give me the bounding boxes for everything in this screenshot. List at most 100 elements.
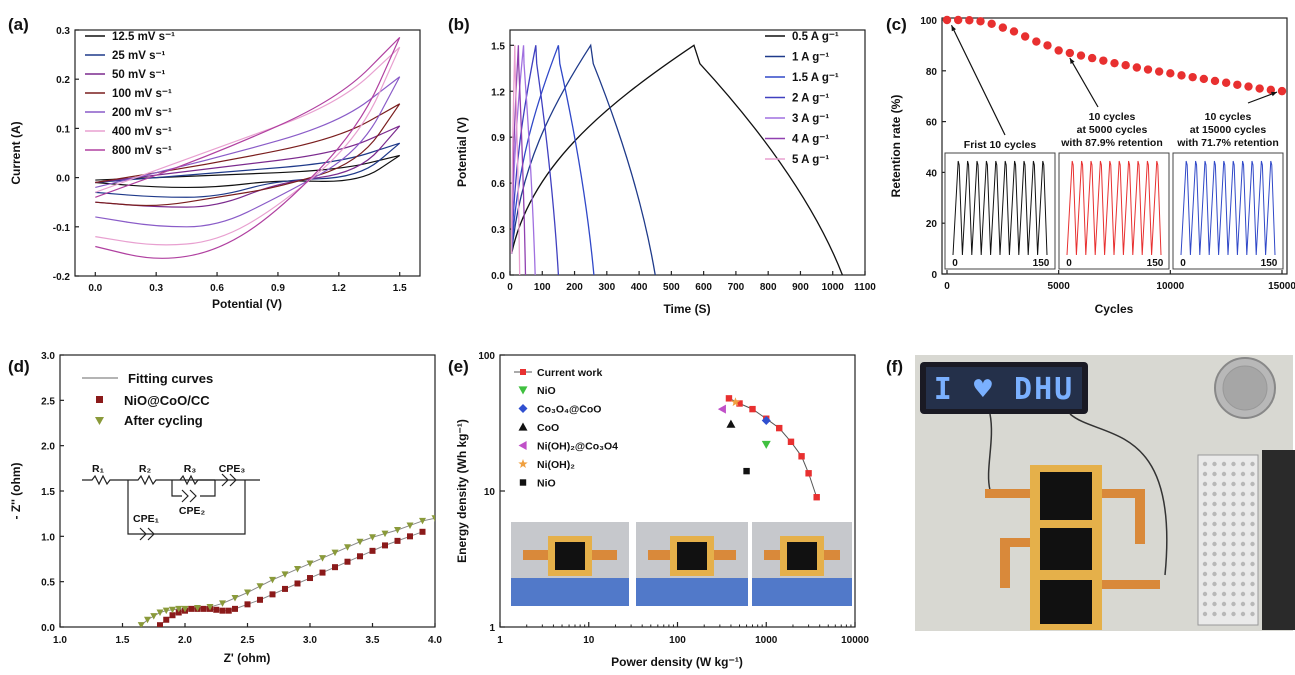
chart-d-xtick-label: 3.5 xyxy=(366,635,380,646)
led-matrix-dot xyxy=(1231,561,1236,567)
chart-d-point-nio xyxy=(294,580,301,587)
chart-a-legend-label: 800 mV s⁻¹ xyxy=(112,145,172,157)
chart-d-xlabel: Z' (ohm) xyxy=(224,651,271,665)
led-matrix-dot xyxy=(1221,601,1227,607)
chart-e-point-current xyxy=(805,470,812,477)
chart-c-inset-tick: 150 xyxy=(1033,258,1050,269)
chart-c-point xyxy=(1266,85,1276,95)
chart-c-annotation-last: at 15000 cycles xyxy=(1190,124,1267,136)
chart-d-point-nio xyxy=(175,609,182,616)
led-matrix-dot xyxy=(1212,541,1217,547)
chart-c-point xyxy=(942,15,952,25)
chart-e-current-line xyxy=(728,397,818,498)
led-matrix-dot xyxy=(1202,601,1208,607)
chart-b-ytick-label: 0.3 xyxy=(491,225,505,236)
chart-c-inset-curve xyxy=(1180,160,1276,256)
chart-e-point-current xyxy=(776,424,783,432)
chart-d-point-nio xyxy=(169,612,176,619)
led-matrix-dot xyxy=(1250,611,1255,617)
chart-d-point-after xyxy=(144,616,151,624)
chart-d-ytick-label: 3.0 xyxy=(41,351,55,362)
chart-e-xtick-label: 1000 xyxy=(755,635,778,646)
circuit-wire xyxy=(171,480,216,497)
led-matrix-dot xyxy=(1221,481,1227,487)
chart-b-legend-label: 1 A g⁻¹ xyxy=(792,52,829,64)
led-matrix-dot xyxy=(1231,551,1236,557)
chart-e-point-other xyxy=(743,467,750,475)
chart-d-frame xyxy=(59,354,436,628)
chart-d-point-after xyxy=(344,544,351,551)
led-matrix-dot xyxy=(1250,491,1255,497)
led-matrix-dot xyxy=(1250,511,1255,517)
chart-b-xtick-label: 1100 xyxy=(854,282,876,293)
led-matrix-dot xyxy=(1240,531,1246,537)
led-matrix-dot xyxy=(1250,581,1255,587)
led-matrix-dot xyxy=(1202,551,1208,557)
chart-e-ytick-label: 1 xyxy=(489,623,495,634)
chart-a-ytick-label: -0.2 xyxy=(53,272,71,283)
chart-b-series-line xyxy=(510,45,595,275)
chart-a-ytick-label: 0.0 xyxy=(56,174,70,185)
chart-b-legend-label: 4 A g⁻¹ xyxy=(792,134,829,146)
chart-d-point-nio xyxy=(382,542,388,549)
chart-b-xtick-label: 300 xyxy=(598,282,615,293)
chart-b-xtick-label: 400 xyxy=(631,282,648,293)
chart-d-point-after xyxy=(381,530,389,538)
chart-e-legend-label: NiO xyxy=(537,478,556,490)
chart-c-point xyxy=(1255,84,1264,93)
chart-c-annotation-first: Frist 10 cycles xyxy=(964,139,1037,151)
chart-c-xtick-label: 15000 xyxy=(1268,281,1295,292)
copper-tape xyxy=(1100,489,1140,498)
chart-b-ytick-label: 1.2 xyxy=(491,87,505,98)
chart-e-point-current xyxy=(725,395,733,402)
led-matrix-dot xyxy=(1231,601,1236,607)
circuit-wire xyxy=(82,474,260,486)
led-matrix-dot xyxy=(1250,461,1255,467)
chart-d-point-after xyxy=(181,605,189,613)
circuit-resistor xyxy=(179,474,215,486)
chart-c-ytick-label: 40 xyxy=(926,168,938,179)
chart-c-point xyxy=(1009,27,1019,36)
chart-c-annotation-last: with 71.7% retention xyxy=(1176,137,1279,149)
copper-tape xyxy=(1000,538,1040,547)
wire xyxy=(987,413,993,491)
chart-d-ytick-label: 1.0 xyxy=(41,532,55,543)
chart-a-series-line xyxy=(95,46,401,246)
led-matrix-dot xyxy=(1221,531,1227,537)
chart-b-legend-label: 0.5 A g⁻¹ xyxy=(792,31,839,43)
led-matrix-dot xyxy=(1212,471,1217,477)
chart-a-ylabel: Current (A) xyxy=(9,121,23,184)
chart-d-point-nio xyxy=(282,585,288,592)
chart-a-xtick-label: 0.9 xyxy=(271,283,285,294)
chart-d-point-after xyxy=(244,589,251,597)
chart-d-xtick-label: 2.0 xyxy=(178,635,192,646)
chart-c-xlabel: Cycles xyxy=(1095,302,1134,316)
chart-c-point xyxy=(1099,56,1108,65)
chart-d-point-nio xyxy=(407,533,413,540)
led-matrix-dot xyxy=(1250,541,1255,547)
led-matrix-dot xyxy=(1240,481,1246,487)
chart-c-inset-tick: 0 xyxy=(1066,258,1072,269)
chart-d-point-after xyxy=(231,594,239,602)
led-matrix-dot xyxy=(1221,461,1227,467)
chart-e-ylabel: Energy density (Wh kg⁻¹) xyxy=(455,419,469,563)
chart-c-point xyxy=(1121,61,1130,70)
chart-d-point-after xyxy=(331,549,339,557)
chart-e-point-current xyxy=(798,453,805,460)
chart-d-point-nio xyxy=(307,575,313,582)
led-matrix-dot xyxy=(1231,581,1236,587)
chart-e-point-other xyxy=(761,415,771,425)
chart-c-xtick-label: 5000 xyxy=(1048,281,1071,292)
chart-a-series-line xyxy=(95,142,401,198)
chart-d-ylabel: - Z'' (ohm) xyxy=(9,462,23,519)
chart-c-point xyxy=(1154,67,1164,76)
chart-d-point-after xyxy=(394,526,401,534)
chart-c: 0 5000 10000 15000 0 20 40 60 80 100 0 150 0 150 0 150… xyxy=(889,15,1295,316)
chart-b-ytick-label: 0.0 xyxy=(491,271,505,282)
chart-d-legend-swatch xyxy=(95,417,104,425)
chart-d-point-nio xyxy=(213,606,220,613)
chart-e-point-other xyxy=(761,440,771,449)
led-matrix-dot xyxy=(1202,491,1208,497)
chart-c-inset-curve xyxy=(1066,160,1162,256)
led-text: I ♥ DHU xyxy=(934,372,1074,407)
